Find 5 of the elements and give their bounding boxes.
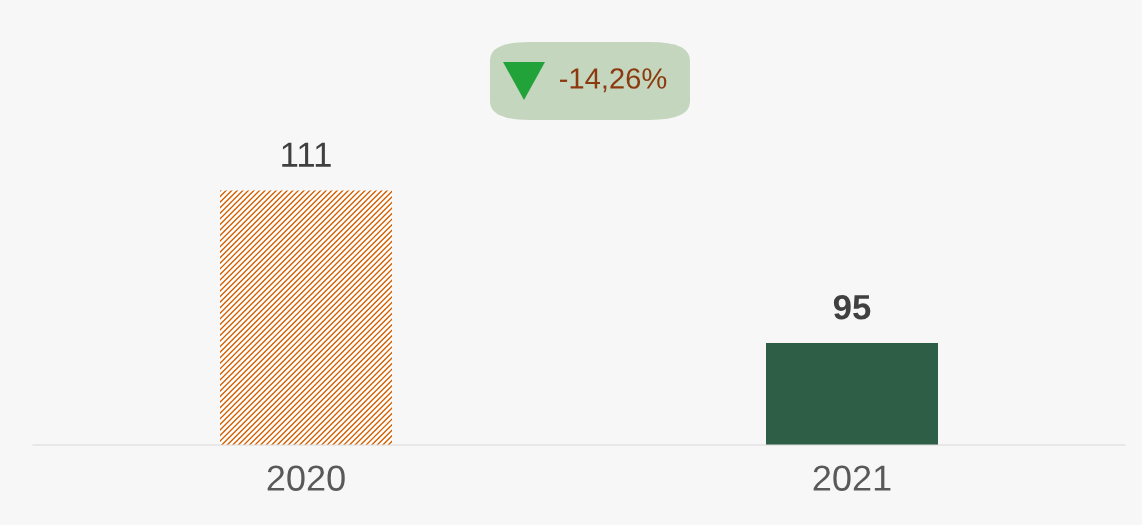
data-label: 111 — [282, 142, 331, 167]
x-tick-label: 2021 — [813, 465, 891, 491]
annotation: -14,26% — [559, 68, 667, 93]
data-label: 95 — [833, 294, 871, 320]
x-tick-label: 2020 — [267, 465, 345, 491]
